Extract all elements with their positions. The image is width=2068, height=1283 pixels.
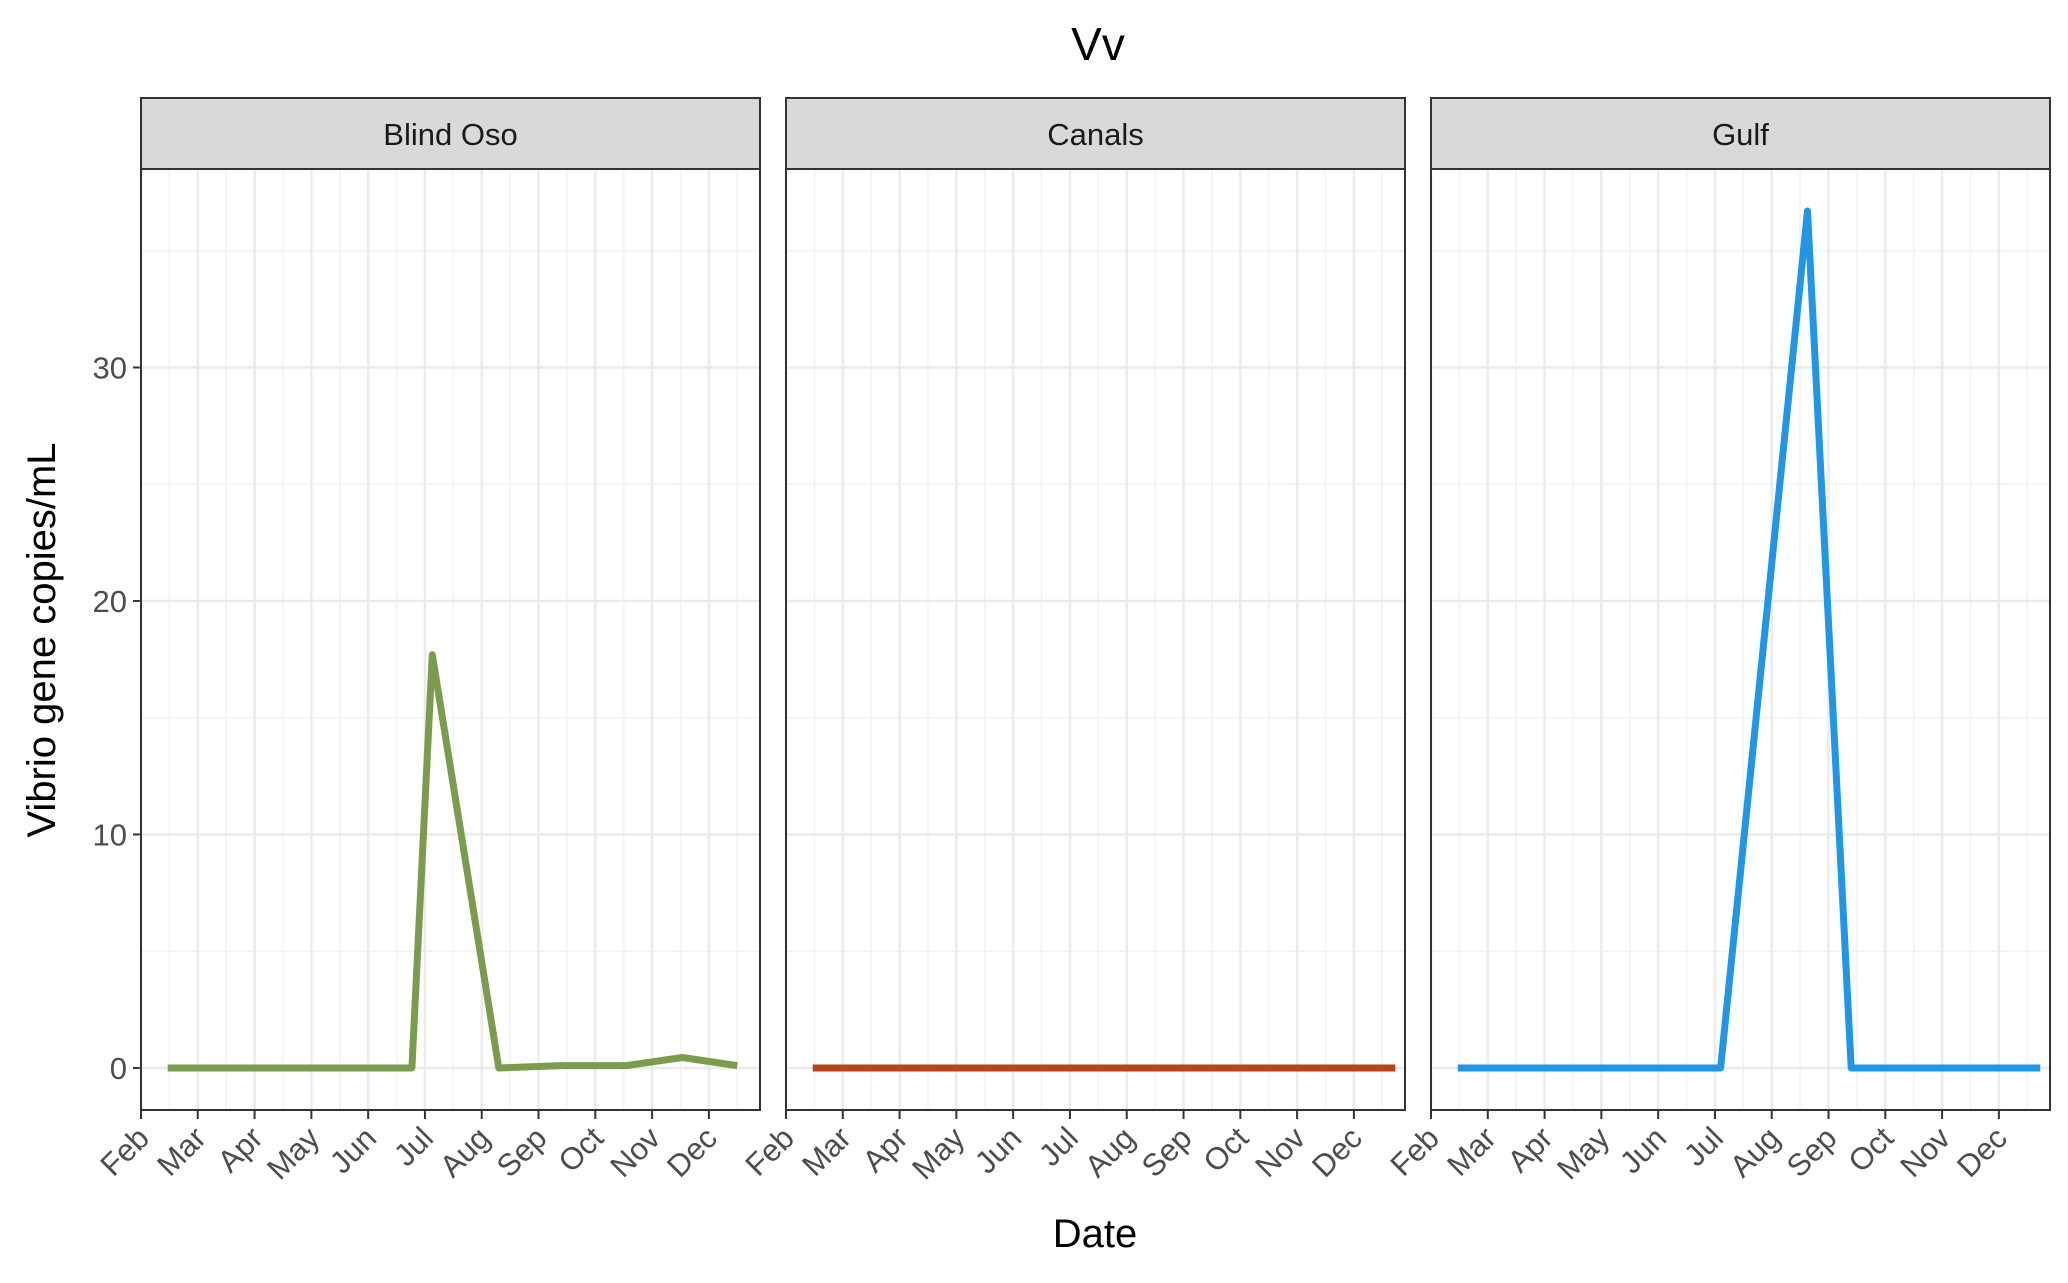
chart-title: Vv <box>1071 18 1125 70</box>
x-axis-title: Date <box>1053 1212 1138 1256</box>
facet-strip-label: Canals <box>1047 117 1144 152</box>
panel-background <box>786 169 1405 1110</box>
panel-background <box>1431 169 2050 1110</box>
y-tick-label: 10 <box>93 817 127 852</box>
panel-background <box>141 169 760 1110</box>
y-tick-label: 0 <box>110 1051 127 1086</box>
y-tick-label: 30 <box>93 350 127 385</box>
facet-strip-label: Blind Oso <box>383 117 517 152</box>
y-axis-title: Vibrio gene copies/mL <box>20 442 64 837</box>
facet-strip-label: Gulf <box>1712 117 1769 152</box>
y-tick-label: 20 <box>93 584 127 619</box>
